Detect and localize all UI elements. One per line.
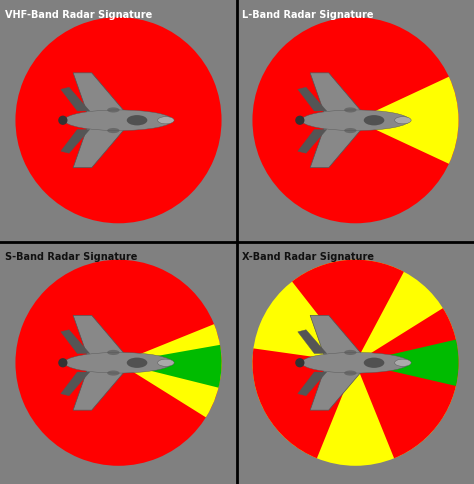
- Ellipse shape: [158, 360, 174, 366]
- Polygon shape: [310, 369, 364, 410]
- Text: S-Band Radar Signature: S-Band Radar Signature: [5, 252, 137, 262]
- Polygon shape: [310, 316, 364, 357]
- Polygon shape: [73, 127, 127, 168]
- Wedge shape: [356, 340, 458, 386]
- Ellipse shape: [107, 371, 119, 376]
- Polygon shape: [298, 330, 327, 354]
- Ellipse shape: [58, 116, 67, 126]
- Ellipse shape: [127, 116, 147, 126]
- Polygon shape: [61, 330, 90, 354]
- Polygon shape: [61, 130, 90, 154]
- Ellipse shape: [107, 129, 119, 134]
- Ellipse shape: [364, 358, 384, 368]
- Ellipse shape: [344, 108, 356, 113]
- Ellipse shape: [344, 129, 356, 134]
- Ellipse shape: [301, 111, 410, 131]
- Text: L-Band Radar Signature: L-Band Radar Signature: [242, 10, 374, 20]
- Wedge shape: [253, 18, 458, 224]
- Wedge shape: [356, 308, 458, 363]
- Wedge shape: [356, 363, 458, 458]
- Ellipse shape: [107, 108, 119, 113]
- Wedge shape: [356, 77, 458, 165]
- Polygon shape: [61, 372, 90, 396]
- Ellipse shape: [127, 358, 147, 368]
- Text: VHF-Band Radar Signature: VHF-Band Radar Signature: [5, 10, 153, 20]
- Polygon shape: [310, 74, 364, 115]
- Text: X-Band Radar Signature: X-Band Radar Signature: [242, 252, 374, 262]
- Ellipse shape: [107, 350, 119, 355]
- Wedge shape: [292, 260, 404, 363]
- Wedge shape: [118, 345, 221, 388]
- Wedge shape: [253, 260, 458, 466]
- Wedge shape: [16, 18, 221, 224]
- Ellipse shape: [364, 116, 384, 126]
- Polygon shape: [73, 369, 127, 410]
- Ellipse shape: [344, 371, 356, 376]
- Polygon shape: [298, 130, 327, 154]
- Ellipse shape: [64, 111, 173, 131]
- Wedge shape: [253, 348, 356, 458]
- Wedge shape: [16, 260, 221, 466]
- Ellipse shape: [158, 118, 174, 124]
- Polygon shape: [298, 372, 327, 396]
- Ellipse shape: [58, 358, 67, 368]
- Ellipse shape: [344, 350, 356, 355]
- Ellipse shape: [64, 353, 173, 373]
- Ellipse shape: [295, 116, 304, 126]
- Polygon shape: [61, 88, 90, 112]
- Polygon shape: [310, 127, 364, 168]
- Ellipse shape: [395, 360, 411, 366]
- Ellipse shape: [295, 358, 304, 368]
- Polygon shape: [73, 74, 127, 115]
- Polygon shape: [73, 316, 127, 357]
- Ellipse shape: [301, 353, 410, 373]
- Wedge shape: [118, 324, 221, 418]
- Polygon shape: [298, 88, 327, 112]
- Ellipse shape: [395, 118, 411, 124]
